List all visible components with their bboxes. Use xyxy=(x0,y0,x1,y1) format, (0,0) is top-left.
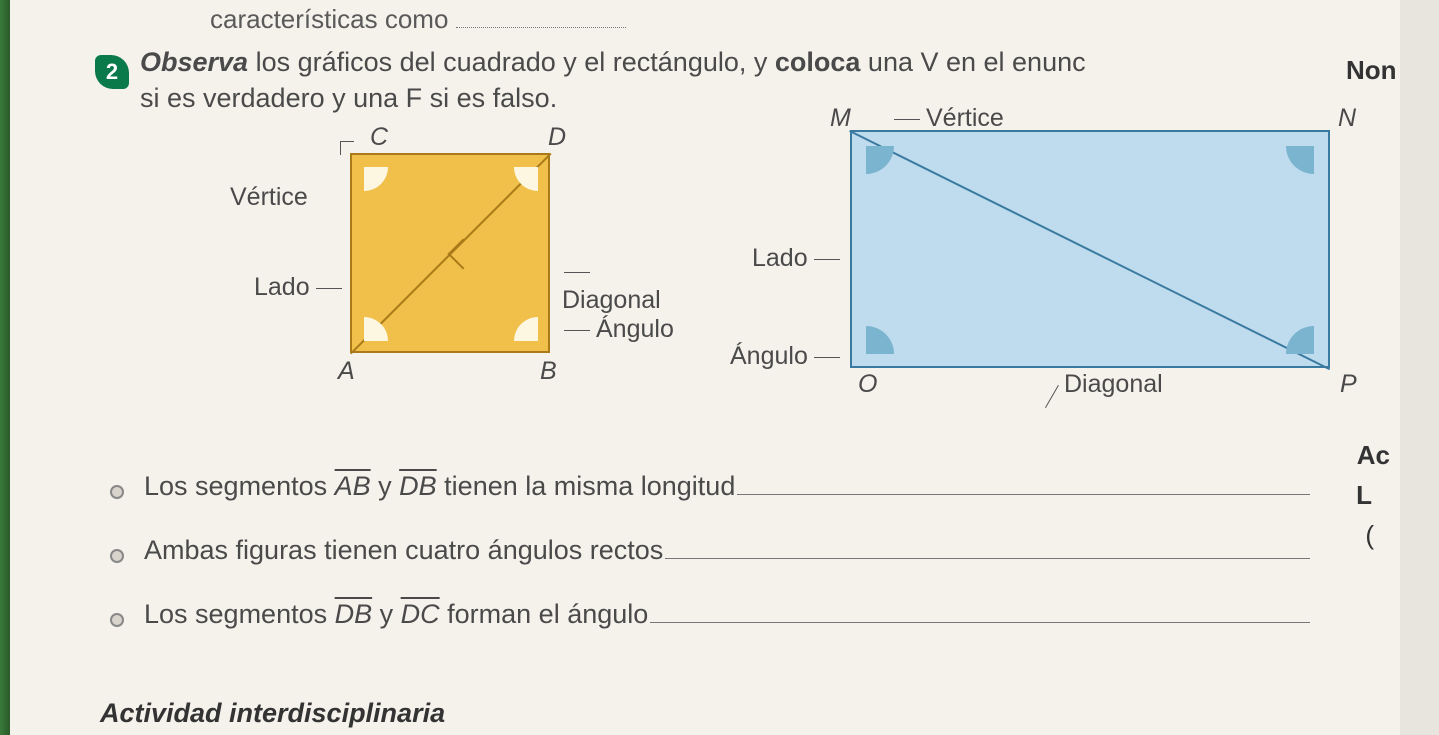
s1-a: Los segmentos xyxy=(144,471,335,501)
footer-heading: Actividad interdisciplinaria xyxy=(100,698,445,729)
instruction-part-b: los gráficos del cuadrado y el rectángul… xyxy=(248,47,775,77)
right-edge-text-ac: Ac xyxy=(1357,440,1390,471)
rect-label-diagonal: Diagonal xyxy=(1030,370,1163,399)
rect-label-angulo: Ángulo xyxy=(730,342,842,371)
square-vertex-c: C xyxy=(370,123,388,152)
square-label-lado-text: Lado xyxy=(254,273,310,301)
statement-3-text: Los segmentos DB y DC forman el ángulo xyxy=(144,599,648,630)
right-page-tab: Non xyxy=(1342,50,1400,90)
statement-2-text: Ambas figuras tienen cuatro ángulos rect… xyxy=(144,535,663,566)
rect-label-vertice: Vértice xyxy=(892,104,1004,133)
rect-label-lado-text: Lado xyxy=(752,244,808,272)
square-vertex-hook xyxy=(340,141,354,155)
pointer-line xyxy=(1045,385,1059,408)
s3-a: Los segmentos xyxy=(144,599,335,629)
bullet-icon xyxy=(110,613,124,627)
right-edge-text-paren: ( xyxy=(1365,520,1374,551)
statement-1-text: Los segmentos AB y DB tienen la misma lo… xyxy=(144,471,735,502)
blank-line-top[interactable] xyxy=(456,5,626,28)
square-label-angulo: Ángulo xyxy=(562,315,674,344)
square-vertex-a: A xyxy=(338,357,355,386)
s3-seg2: DC xyxy=(401,599,440,629)
instruction-text: Observa los gráficos del cuadrado y el r… xyxy=(140,44,1360,117)
rect-vertex-o: O xyxy=(858,370,877,399)
pointer-line xyxy=(814,259,840,260)
s1-c: tienen la misma longitud xyxy=(437,471,736,501)
statement-2: Ambas figuras tienen cuatro ángulos rect… xyxy=(110,532,1310,566)
s3-seg1: DB xyxy=(335,599,373,629)
answer-blank-1[interactable] xyxy=(737,468,1310,495)
s1-seg2: DB xyxy=(399,471,437,501)
bullet-icon xyxy=(110,485,124,499)
answer-blank-3[interactable] xyxy=(650,596,1310,623)
rect-label-diagonal-text: Diagonal xyxy=(1064,370,1163,398)
s1-b: y xyxy=(371,471,400,501)
s3-b: y xyxy=(372,599,401,629)
page: características como 2 Observa los gráfi… xyxy=(10,0,1400,735)
instruction-bold-2: coloca xyxy=(775,47,861,77)
instruction-part-d: una V en el enunc xyxy=(860,47,1085,77)
book-spine xyxy=(0,0,10,735)
square-label-angulo-text: Ángulo xyxy=(596,315,674,343)
pointer-line xyxy=(316,288,342,289)
s1-seg1: AB xyxy=(335,471,371,501)
square-figure: C D A B Vértice Lado Diagonal Ángulo xyxy=(220,135,680,415)
right-edge-text-l: L xyxy=(1356,480,1372,511)
statement-1: Los segmentos AB y DB tienen la misma lo… xyxy=(110,468,1310,502)
square-vertex-b: B xyxy=(540,357,557,386)
bullet-icon xyxy=(110,549,124,563)
question-number-badge: 2 xyxy=(95,55,129,89)
square-label-diagonal-text: Diagonal xyxy=(562,286,661,314)
square-label-diagonal: Diagonal xyxy=(562,257,680,315)
partial-top-line: características como xyxy=(210,4,626,35)
square-label-lado: Lado xyxy=(254,273,344,302)
instruction-bold-1: Observa xyxy=(140,47,248,77)
s3-c: forman el ángulo xyxy=(440,599,649,629)
rect-label-angulo-text: Ángulo xyxy=(730,342,808,370)
rect-vertex-m: M xyxy=(830,104,851,133)
rect-label-vertice-text: Vértice xyxy=(926,104,1004,132)
pointer-line xyxy=(894,119,920,120)
statement-3: Los segmentos DB y DC forman el ángulo xyxy=(110,596,1310,630)
rect-label-lado: Lado xyxy=(752,244,842,273)
rectangle-figure: M N O P Vértice Lado Ángulo Diagonal xyxy=(730,120,1370,420)
square-label-vertice: Vértice xyxy=(230,183,308,212)
rect-vertex-p: P xyxy=(1340,370,1357,399)
pointer-line xyxy=(564,330,590,331)
partial-top-text: características como xyxy=(210,4,448,34)
rect-vertex-n: N xyxy=(1338,104,1356,133)
statements-area: Los segmentos AB y DB tienen la misma lo… xyxy=(110,450,1310,660)
instruction-line-2: si es verdadero y una F si es falso. xyxy=(140,83,557,113)
pointer-line xyxy=(564,272,590,273)
answer-blank-2[interactable] xyxy=(665,532,1310,559)
pointer-line xyxy=(814,357,840,358)
square-vertex-d: D xyxy=(548,123,566,152)
